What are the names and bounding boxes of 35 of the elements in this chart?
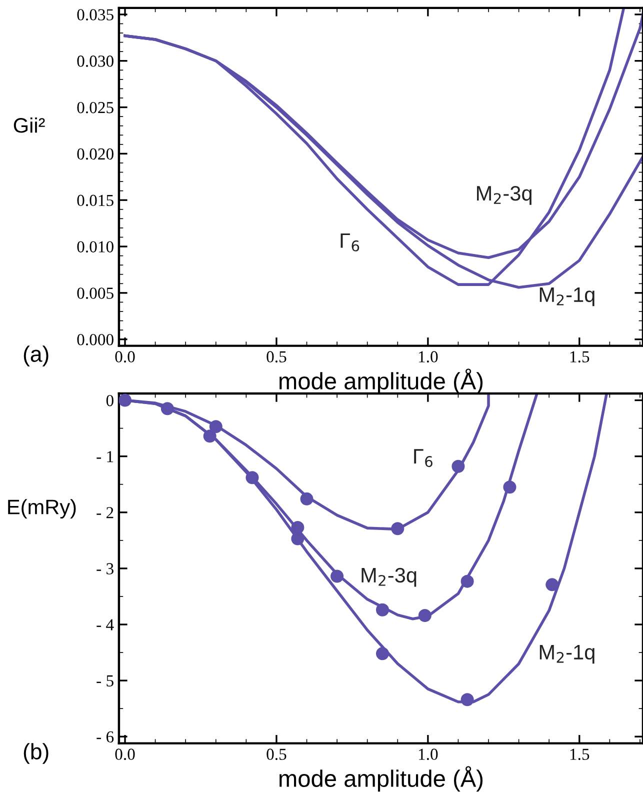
y-tick-label: 0.030 xyxy=(77,56,114,67)
x-tick-label: 1.5 xyxy=(570,748,590,760)
text: (a) xyxy=(24,346,48,366)
y-tick-label: 0.015 xyxy=(77,194,114,206)
x-tick-label: 0.0 xyxy=(115,351,135,362)
text: (b) xyxy=(24,743,48,764)
y-axis-title: Gii² xyxy=(14,117,45,133)
x-tick-label: 0.5 xyxy=(266,748,286,760)
y-tick-label: - 2 xyxy=(96,507,114,518)
y-tick-label: 0.000 xyxy=(77,334,114,346)
series-label: M$_{2}$-1q xyxy=(540,288,594,306)
y-tick-label: 0.010 xyxy=(77,241,114,253)
y-tick-label: 0.005 xyxy=(77,288,114,299)
y-tick-label: - 1 xyxy=(96,451,114,462)
y-axis-title: E(mRy) xyxy=(8,499,76,519)
x-tick-label: 0.5 xyxy=(266,351,286,362)
series-label: M$_{2}$-3q xyxy=(477,186,532,205)
x-axis-title: mode amplitude (Å) xyxy=(280,766,483,792)
x-tick-label: 1.5 xyxy=(570,351,590,362)
y-tick-label: 0.035 xyxy=(77,9,114,20)
x-tick-label: 0.0 xyxy=(115,748,135,760)
y-tick-label: - 6 xyxy=(96,731,114,743)
y-tick-label: - 3 xyxy=(96,563,114,574)
series-label: M$_{2}$-1q xyxy=(540,645,594,664)
x-tick-label: 1.0 xyxy=(418,748,438,760)
y-tick-label: 0.020 xyxy=(77,148,114,160)
series-label: M$_{2}$-3q xyxy=(362,568,416,587)
x-axis-title: mode amplitude (Å) xyxy=(280,368,483,394)
y-tick-label: - 5 xyxy=(96,675,114,686)
series-label: Γ$_{6}$ xyxy=(340,233,360,252)
y-tick-label: 0.025 xyxy=(77,102,114,114)
x-tick-label: 1.0 xyxy=(418,351,438,362)
y-tick-label: - 4 xyxy=(96,619,114,630)
y-tick-label: 0 xyxy=(106,394,114,406)
series-label: Γ$_{6}$ xyxy=(414,449,432,468)
